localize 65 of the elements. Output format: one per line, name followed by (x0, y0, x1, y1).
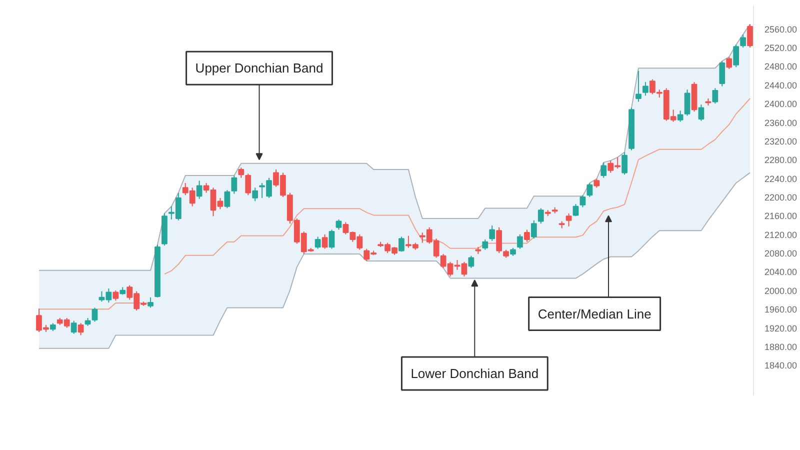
candlestick (336, 218, 342, 230)
candlestick (684, 89, 690, 116)
y-tick-label: 2440.00 (764, 80, 798, 90)
y-tick-label: 2320.00 (764, 136, 798, 146)
y-tick-label: 2400.00 (764, 99, 798, 110)
candlestick (524, 229, 530, 242)
y-tick-label: 2080.00 (764, 248, 798, 259)
candlestick (398, 236, 404, 252)
line-series (38, 24, 751, 271)
candlestick (496, 226, 502, 254)
y-tick-label: 1840.00 (764, 360, 798, 371)
candlestick (314, 236, 321, 250)
annotation: Center/Median Line (538, 306, 652, 322)
y-tick-label: 1880.00 (764, 342, 798, 352)
y-tick-label: 2560.00 (764, 24, 798, 34)
candlestick (636, 70, 642, 102)
y-tick-label: 2000.00 (764, 286, 798, 296)
candlestick (586, 182, 593, 198)
candlestick (112, 290, 119, 302)
candlestick (92, 307, 98, 322)
candlestick (600, 162, 607, 178)
candlestick (580, 194, 586, 208)
candlestick (572, 204, 579, 217)
candlestick (677, 110, 684, 122)
candlestick (231, 175, 238, 194)
candlestick (566, 212, 572, 227)
candlestick (538, 208, 544, 224)
y-tick-label: 2120.00 (764, 230, 798, 240)
candlestick (747, 24, 753, 48)
candlestick (726, 56, 732, 70)
y-tick-label: 2480.00 (764, 62, 798, 72)
annotation: Lower Donchian Band (410, 366, 539, 382)
candlestick (238, 167, 244, 178)
y-tick-label: 2040.00 (764, 267, 798, 278)
candlestick (322, 234, 328, 250)
candlestick (196, 180, 202, 200)
candlestick (740, 34, 746, 48)
candlestick (70, 320, 77, 334)
y-tick-label: 1960.00 (764, 304, 798, 315)
candlestick (719, 60, 726, 87)
y-tick-label: 1920.00 (764, 323, 798, 334)
line-series (38, 172, 751, 349)
y-tick-label: 2240.00 (764, 174, 798, 184)
candlestick (78, 322, 84, 336)
y-tick-label: 2160.00 (764, 211, 798, 222)
y-tick-label: 2360.00 (764, 118, 798, 128)
candlestick (245, 173, 252, 196)
candlestick (733, 44, 740, 68)
candlestick (482, 239, 488, 250)
candlestick (468, 255, 474, 268)
y-tick-label: 2280.00 (764, 155, 798, 166)
candlestick (622, 152, 628, 176)
candlestick (642, 82, 648, 96)
candlestick (224, 189, 230, 209)
candlestick (712, 88, 718, 104)
candlestick (530, 220, 537, 240)
candlestick (328, 229, 335, 250)
candlestick (148, 296, 154, 308)
y-tick-label: 2200.00 (764, 192, 798, 202)
y-tick-label: 2520.00 (764, 43, 798, 54)
annotation: Upper Donchian Band (195, 60, 324, 76)
candlestick (698, 104, 704, 122)
candlestick (252, 187, 258, 202)
candlestick (517, 234, 523, 250)
candlestick (489, 224, 496, 242)
